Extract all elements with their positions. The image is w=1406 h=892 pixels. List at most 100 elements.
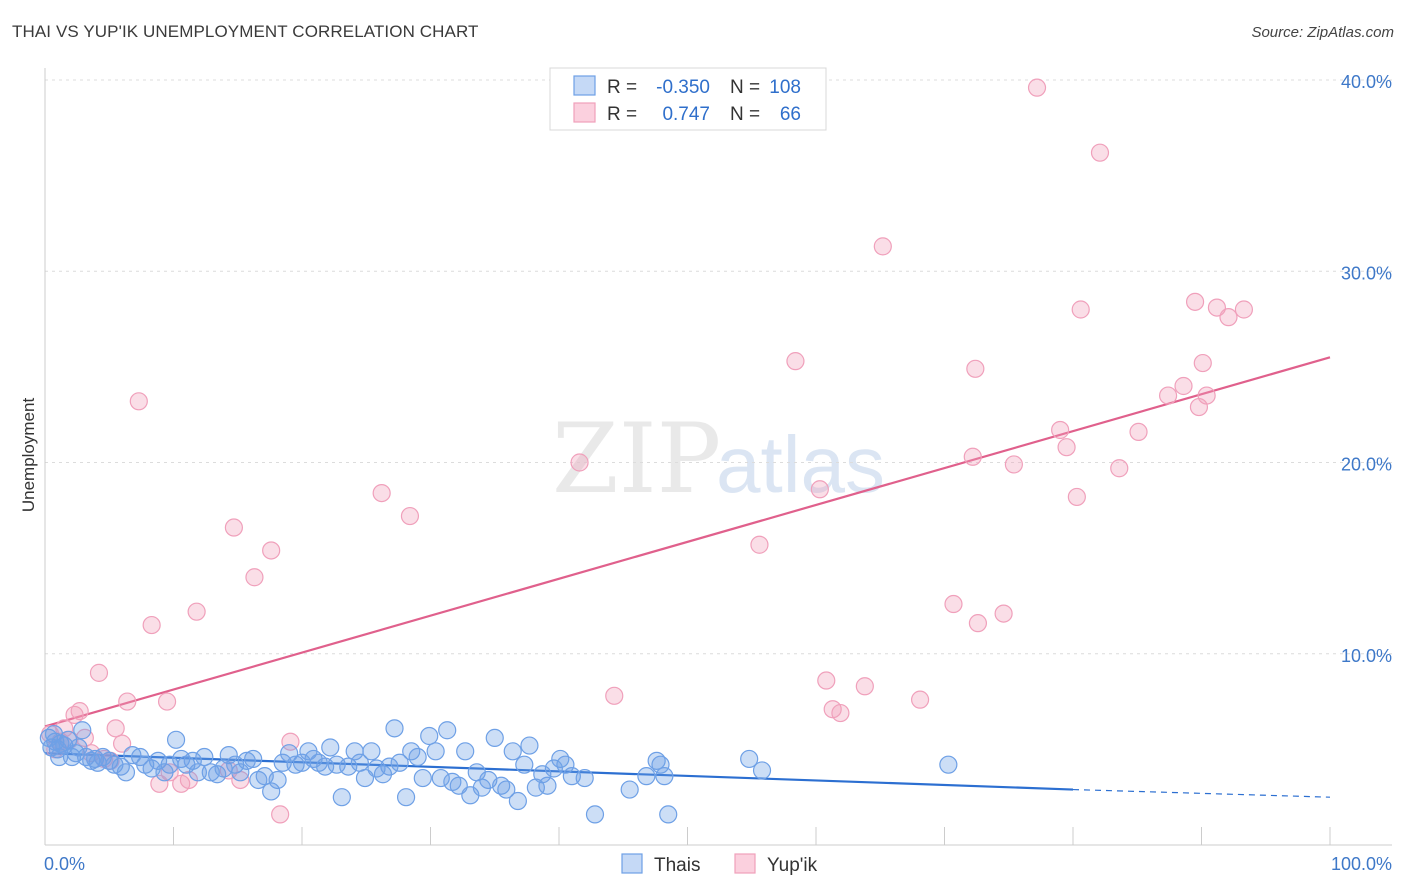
thais-point xyxy=(438,721,457,740)
yupik-point xyxy=(1110,459,1129,478)
thais-point xyxy=(551,749,570,769)
thais-point xyxy=(195,747,214,767)
yupik-point xyxy=(1197,386,1216,405)
thais-point xyxy=(515,755,534,774)
yupik-point xyxy=(150,774,169,793)
thais-point xyxy=(321,738,340,757)
thais-point xyxy=(268,770,287,790)
thais-point xyxy=(166,730,186,749)
yupik-point xyxy=(245,568,264,587)
correlation-legend: R = -0.350 N = 108 R = 0.747 N = 66 xyxy=(549,67,827,131)
thais-point xyxy=(188,763,208,782)
legend-swatch-thais xyxy=(573,75,596,96)
yupik-point xyxy=(570,453,589,472)
bottom-legend-label-thais: Thais xyxy=(654,855,700,876)
legend-r-label-yupik: R = xyxy=(607,104,637,125)
thais-point xyxy=(520,736,539,755)
yupik-point xyxy=(968,614,988,633)
yupik-point xyxy=(118,692,137,711)
thais-trend-line xyxy=(44,752,1074,791)
yupik-point xyxy=(1071,300,1090,319)
thais-point xyxy=(651,755,670,774)
yupik-point xyxy=(187,602,206,621)
thais-point xyxy=(148,751,168,770)
legend-r-label-thais: R = xyxy=(607,77,637,98)
thais-point xyxy=(396,788,416,807)
yupik-point xyxy=(224,518,243,537)
legend-box xyxy=(549,67,827,131)
yupik-point xyxy=(910,690,930,709)
thais-point xyxy=(538,776,557,795)
yupik-point xyxy=(944,594,963,614)
yupik-point xyxy=(112,734,132,753)
thais-point xyxy=(544,759,563,778)
y-tick-label: 20.0% xyxy=(1341,455,1392,475)
thais-point xyxy=(50,747,69,767)
yupik-point xyxy=(1027,78,1047,97)
yupik-point xyxy=(855,677,874,696)
thais-point xyxy=(655,767,674,786)
thais-point xyxy=(503,742,522,761)
yupik-point xyxy=(810,480,829,499)
yupik-point xyxy=(262,541,281,560)
yupik-point xyxy=(160,763,179,782)
thais-point xyxy=(508,791,527,811)
bottom-legend-swatch-thais xyxy=(621,853,643,874)
bottom-legend-label-yupik: Yup'ik xyxy=(767,855,818,876)
thais-point xyxy=(244,749,263,769)
chart-source: Source: ZipAtlas.com xyxy=(1251,24,1394,41)
yupik-point xyxy=(372,484,391,503)
y-tick-label: 40.0% xyxy=(1341,72,1392,92)
y-tick-label: 10.0% xyxy=(1341,646,1392,666)
thais-trend-extension xyxy=(1072,788,1331,798)
thais-point xyxy=(408,747,427,767)
yupik-point xyxy=(966,359,985,378)
yupik-point xyxy=(1158,386,1178,405)
yupik-point xyxy=(1067,487,1086,507)
thais-point xyxy=(659,805,678,824)
thais-point xyxy=(485,728,504,748)
thais-point xyxy=(111,757,130,776)
legend-r-value-yupik: 0.747 xyxy=(662,104,710,125)
yupik-point xyxy=(873,237,892,256)
thais-point xyxy=(44,724,64,744)
thais-point xyxy=(237,751,256,770)
yupik-point xyxy=(271,805,290,824)
legend-n-value-thais: 108 xyxy=(769,77,801,98)
watermark-atlas: atlas xyxy=(716,420,885,509)
thais-point xyxy=(575,768,594,788)
yupik-point xyxy=(605,686,624,705)
thais-point xyxy=(69,738,88,757)
thais-point xyxy=(556,755,575,774)
yupik-point xyxy=(1234,300,1254,319)
thais-point xyxy=(456,742,475,761)
bottom-legend-swatch-yupik xyxy=(734,853,756,874)
yupik-point xyxy=(817,671,836,690)
yupik-point xyxy=(157,692,177,711)
yupik-point xyxy=(1051,420,1070,440)
yupik-point xyxy=(994,604,1013,623)
grid-lines xyxy=(45,79,1392,655)
thais-point xyxy=(327,755,346,774)
x-tick-label-max: 100.0% xyxy=(1331,854,1392,874)
thais-points xyxy=(39,719,958,824)
watermark: ZIP atlas xyxy=(552,403,885,515)
thais-point xyxy=(431,768,450,788)
thais-point xyxy=(413,768,432,788)
thais-point xyxy=(380,757,399,776)
thais-point xyxy=(390,753,409,772)
legend-n-value-yupik: 66 xyxy=(780,104,801,125)
legend-n-label-yupik: N = xyxy=(730,104,760,125)
thais-point xyxy=(339,757,358,776)
legend-r-value-thais: -0.350 xyxy=(656,77,710,98)
thais-point xyxy=(362,742,381,761)
thais-point xyxy=(231,763,250,782)
thais-point xyxy=(585,805,605,824)
yupik-point xyxy=(129,392,148,411)
yupik-point xyxy=(963,447,982,466)
yupik-point xyxy=(400,506,420,526)
y-axis-title: Unemployment xyxy=(19,398,38,513)
thais-point xyxy=(286,755,305,774)
thais-point xyxy=(262,782,281,801)
